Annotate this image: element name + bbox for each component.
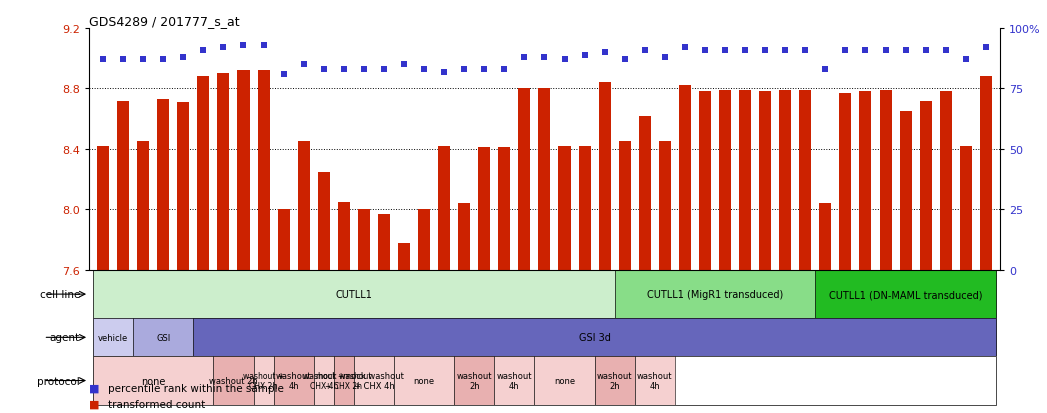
Bar <box>358 210 370 270</box>
Text: ■: ■ <box>89 383 99 393</box>
Text: vehicle: vehicle <box>98 333 128 342</box>
Bar <box>459 204 470 270</box>
Text: washout
4h: washout 4h <box>276 371 311 390</box>
Bar <box>117 101 129 270</box>
Bar <box>579 147 591 270</box>
Bar <box>378 214 389 270</box>
Bar <box>194 318 996 356</box>
Bar <box>157 100 170 270</box>
Bar <box>634 356 675 405</box>
Bar <box>317 172 330 270</box>
Text: none: none <box>141 375 165 386</box>
Bar <box>940 92 952 270</box>
Bar <box>197 77 209 270</box>
Bar <box>960 147 972 270</box>
Bar <box>258 71 269 270</box>
Text: washout
4h: washout 4h <box>496 371 532 390</box>
Text: CUTLL1 (MigR1 transduced): CUTLL1 (MigR1 transduced) <box>647 290 783 299</box>
Text: none: none <box>414 376 435 385</box>
Bar <box>418 210 430 270</box>
Text: washout +
CHX 4h: washout + CHX 4h <box>304 371 344 390</box>
Text: ■: ■ <box>89 399 99 409</box>
Text: washout +
CHX 2h: washout + CHX 2h <box>243 371 284 390</box>
Text: mock washout
+ CHX 2h: mock washout + CHX 2h <box>316 371 372 390</box>
Text: protocol: protocol <box>37 375 80 386</box>
Bar <box>394 356 454 405</box>
Bar <box>659 142 671 270</box>
Bar <box>595 356 634 405</box>
Bar <box>218 74 229 270</box>
Text: CUTLL1: CUTLL1 <box>335 290 373 299</box>
Bar <box>454 356 494 405</box>
Bar <box>93 270 615 318</box>
Bar <box>97 147 109 270</box>
Bar <box>558 147 571 270</box>
Bar <box>639 116 651 270</box>
Bar <box>799 91 811 270</box>
Bar <box>494 356 534 405</box>
Bar <box>518 89 531 270</box>
Text: cell line: cell line <box>40 290 80 299</box>
Bar <box>177 103 190 270</box>
Bar <box>253 356 273 405</box>
Bar <box>277 210 290 270</box>
Bar <box>93 318 133 356</box>
Bar <box>779 91 792 270</box>
Bar <box>678 86 691 270</box>
Bar <box>719 91 731 270</box>
Text: GSI: GSI <box>156 333 171 342</box>
Bar <box>498 148 510 270</box>
Bar <box>534 356 595 405</box>
Bar <box>338 202 350 270</box>
Bar <box>739 91 751 270</box>
Text: washout 2h: washout 2h <box>209 376 258 385</box>
Bar <box>273 356 314 405</box>
Bar <box>860 92 871 270</box>
Bar <box>398 243 410 270</box>
Text: GDS4289 / 201777_s_at: GDS4289 / 201777_s_at <box>89 15 240 28</box>
Bar <box>133 318 194 356</box>
Bar <box>879 91 892 270</box>
Text: washout
2h: washout 2h <box>456 371 492 390</box>
Bar <box>599 83 610 270</box>
Bar <box>297 142 310 270</box>
Text: agent: agent <box>50 332 80 342</box>
Bar <box>759 92 772 270</box>
Bar <box>214 356 253 405</box>
Bar <box>919 101 932 270</box>
Text: mock washout
+ CHX 4h: mock washout + CHX 4h <box>343 371 404 390</box>
Bar <box>354 356 394 405</box>
Bar <box>538 89 551 270</box>
Bar <box>899 112 912 270</box>
Text: transformed count: transformed count <box>108 399 205 409</box>
Bar <box>238 71 249 270</box>
Bar <box>314 356 334 405</box>
Bar <box>478 148 490 270</box>
Bar <box>93 356 214 405</box>
Bar <box>816 270 996 318</box>
Bar <box>820 204 831 270</box>
Text: washout
4h: washout 4h <box>637 371 672 390</box>
Text: percentile rank within the sample: percentile rank within the sample <box>108 383 284 393</box>
Bar <box>137 142 149 270</box>
Bar <box>438 147 450 270</box>
Text: washout
2h: washout 2h <box>597 371 632 390</box>
Bar <box>615 270 816 318</box>
Text: CUTLL1 (DN-MAML transduced): CUTLL1 (DN-MAML transduced) <box>829 290 982 299</box>
Bar <box>980 77 992 270</box>
Text: none: none <box>554 376 575 385</box>
Bar <box>699 92 711 270</box>
Bar <box>840 94 851 270</box>
Text: GSI 3d: GSI 3d <box>579 332 610 342</box>
Bar <box>334 356 354 405</box>
Bar <box>619 142 630 270</box>
